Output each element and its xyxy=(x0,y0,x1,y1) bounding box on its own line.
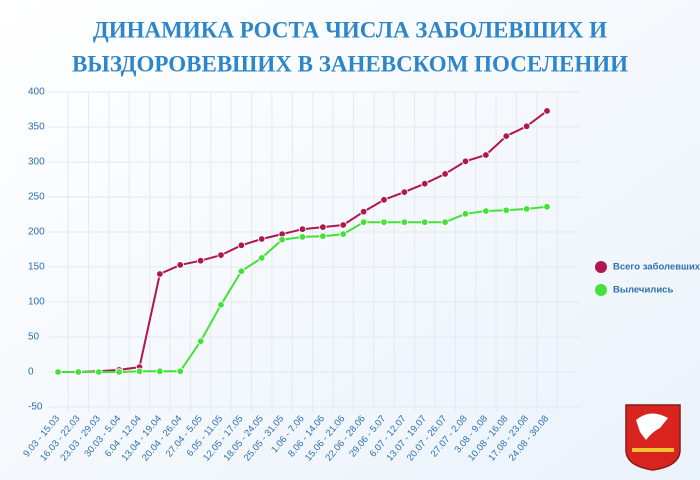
data-point xyxy=(135,367,144,375)
data-point xyxy=(359,207,368,216)
chart-title: ДИНАМИКА РОСТА ЧИСЛА ЗАБОЛЕВШИХ И xyxy=(93,17,607,42)
data-point xyxy=(482,207,490,215)
data-point xyxy=(217,251,225,259)
data-point xyxy=(298,233,307,241)
y-tick-label: 350 xyxy=(28,122,45,133)
y-tick-label: 150 xyxy=(28,262,45,273)
data-point xyxy=(543,203,551,211)
legend-marker xyxy=(595,284,607,296)
data-point xyxy=(339,221,347,229)
data-point xyxy=(461,157,470,165)
y-tick-label: 250 xyxy=(28,192,45,203)
data-point xyxy=(359,218,368,226)
data-point xyxy=(400,218,409,226)
data-point xyxy=(156,367,164,375)
data-point xyxy=(196,337,205,345)
y-tick-label: -50 xyxy=(28,402,43,413)
data-point xyxy=(95,368,103,376)
y-tick-label: 0 xyxy=(28,367,34,378)
data-point xyxy=(380,196,388,204)
data-point xyxy=(380,218,388,226)
data-point xyxy=(237,267,246,275)
data-point xyxy=(319,223,327,231)
data-point xyxy=(176,367,184,375)
data-point xyxy=(237,241,246,249)
data-point xyxy=(421,179,429,188)
y-tick-label: 100 xyxy=(28,297,45,308)
data-point xyxy=(400,188,409,196)
legend-label: Всего заболевших xyxy=(613,262,700,273)
data-point xyxy=(522,205,531,213)
data-point xyxy=(319,232,327,240)
data-point xyxy=(441,170,449,178)
data-point xyxy=(258,254,266,262)
data-point xyxy=(176,261,184,269)
data-point xyxy=(74,368,83,376)
legend-marker xyxy=(595,261,607,273)
data-point xyxy=(196,257,205,265)
data-point xyxy=(421,218,429,226)
data-point xyxy=(258,235,266,243)
data-point xyxy=(482,151,490,159)
data-point xyxy=(441,218,449,226)
data-point xyxy=(156,270,164,278)
chart-title: ВЫЗДОРОВЕВШИХ В ЗАНЕВСКОМ ПОСЕЛЕНИИ xyxy=(72,51,628,76)
data-point xyxy=(461,210,470,218)
data-point xyxy=(522,122,531,130)
legend-label: Вылечились xyxy=(613,285,673,296)
data-point xyxy=(339,230,347,238)
data-point xyxy=(502,206,510,214)
y-tick-label: 300 xyxy=(28,157,45,168)
data-point xyxy=(502,132,510,140)
y-tick-label: 200 xyxy=(28,227,45,238)
data-point xyxy=(278,235,286,244)
y-tick-label: 400 xyxy=(28,87,45,98)
data-point xyxy=(298,225,307,233)
data-point xyxy=(543,107,551,115)
emblem xyxy=(625,404,681,471)
y-tick-label: 50 xyxy=(28,332,40,343)
data-point xyxy=(217,301,225,309)
data-point xyxy=(54,368,62,376)
grid xyxy=(48,91,580,412)
data-point xyxy=(115,368,123,376)
